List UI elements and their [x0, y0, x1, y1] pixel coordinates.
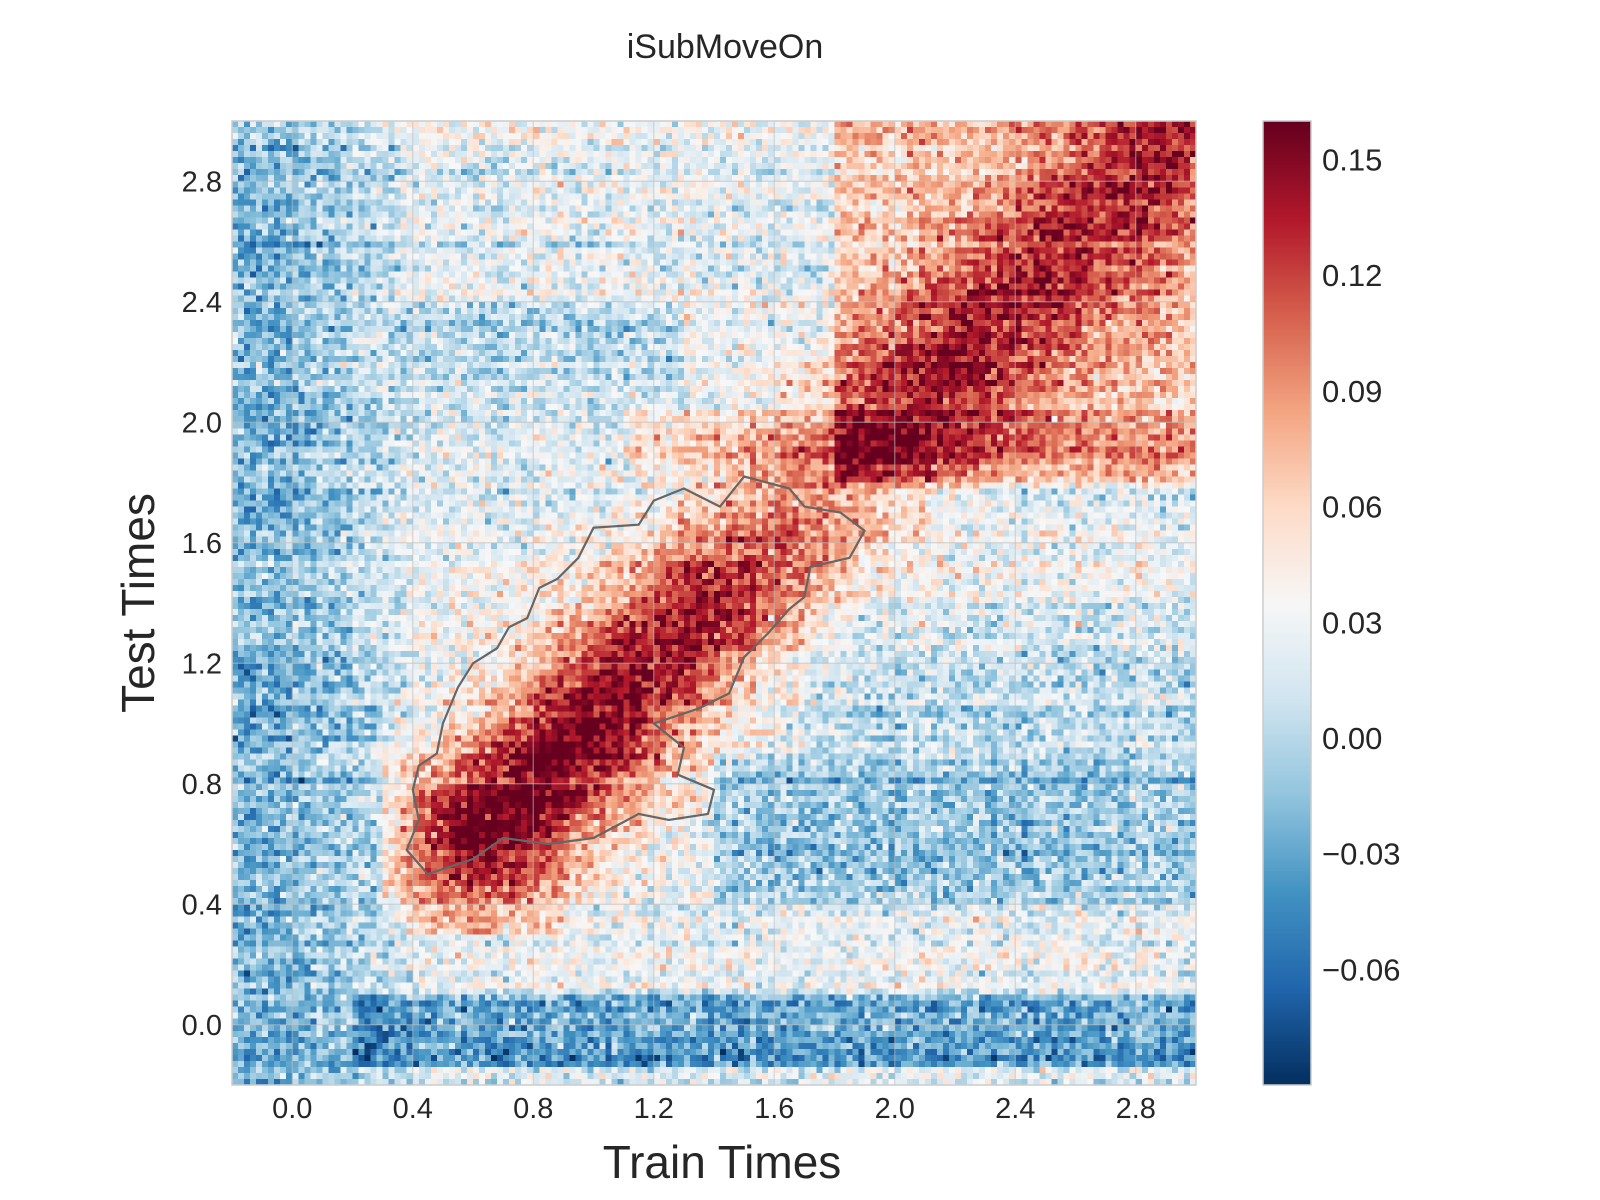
heatmap-cells — [232, 121, 1196, 1085]
y-tick-label: 0.4 — [182, 889, 222, 921]
colorbar-frame — [1262, 120, 1312, 1086]
x-tick-label: 2.0 — [875, 1093, 915, 1125]
x-tick-label: 1.2 — [634, 1093, 674, 1125]
y-tick-label: 0.0 — [182, 1010, 222, 1042]
contour-path — [405, 475, 866, 876]
x-axis-label: Train Times — [603, 1136, 842, 1188]
y-tick-label: 2.0 — [182, 407, 222, 439]
colorbar-tick-label: 0.03 — [1322, 605, 1382, 640]
x-tick-label: 2.4 — [995, 1093, 1035, 1125]
y-axis-ticks: 0.0 0.4 0.8 1.2 1.6 2.0 2.4 2.8 — [182, 166, 222, 1042]
colorbar-tick-label: 0.06 — [1322, 490, 1382, 525]
y-tick-label: 1.2 — [182, 648, 222, 680]
x-tick-label: 0.8 — [513, 1093, 553, 1125]
colorbar-ticks: 0.15 0.12 0.09 0.06 0.03 0.00 −0.03 −0.06 — [1322, 143, 1400, 988]
colorbar-tick-label: −0.03 — [1322, 837, 1400, 872]
y-tick-label: 1.6 — [182, 528, 222, 560]
colorbar-tick-label: 0.15 — [1322, 143, 1382, 178]
grid-lines — [232, 121, 1196, 1085]
significance-contour — [405, 475, 866, 876]
y-tick-label: 2.8 — [182, 166, 222, 198]
colorbar-tick-label: 0.00 — [1322, 721, 1382, 756]
y-tick-label: 0.8 — [182, 769, 222, 801]
y-axis-label: Test Times — [112, 493, 164, 713]
x-tick-label: 2.8 — [1116, 1093, 1156, 1125]
x-axis-ticks: 0.0 0.4 0.8 1.2 1.6 2.0 2.4 2.8 — [272, 1093, 1156, 1125]
plot-frame — [231, 120, 1197, 1086]
chart-title: iSubMoveOn — [627, 28, 824, 66]
x-tick-label: 0.0 — [272, 1093, 312, 1125]
colorbar-tick-label: −0.06 — [1322, 952, 1400, 987]
x-tick-label: 0.4 — [393, 1093, 433, 1125]
colorbar-gradient — [1263, 121, 1311, 1085]
colorbar-tick-label: 0.09 — [1322, 374, 1382, 409]
x-tick-label: 1.6 — [754, 1093, 794, 1125]
y-tick-label: 2.4 — [182, 287, 222, 319]
colorbar-tick-label: 0.12 — [1322, 258, 1382, 293]
